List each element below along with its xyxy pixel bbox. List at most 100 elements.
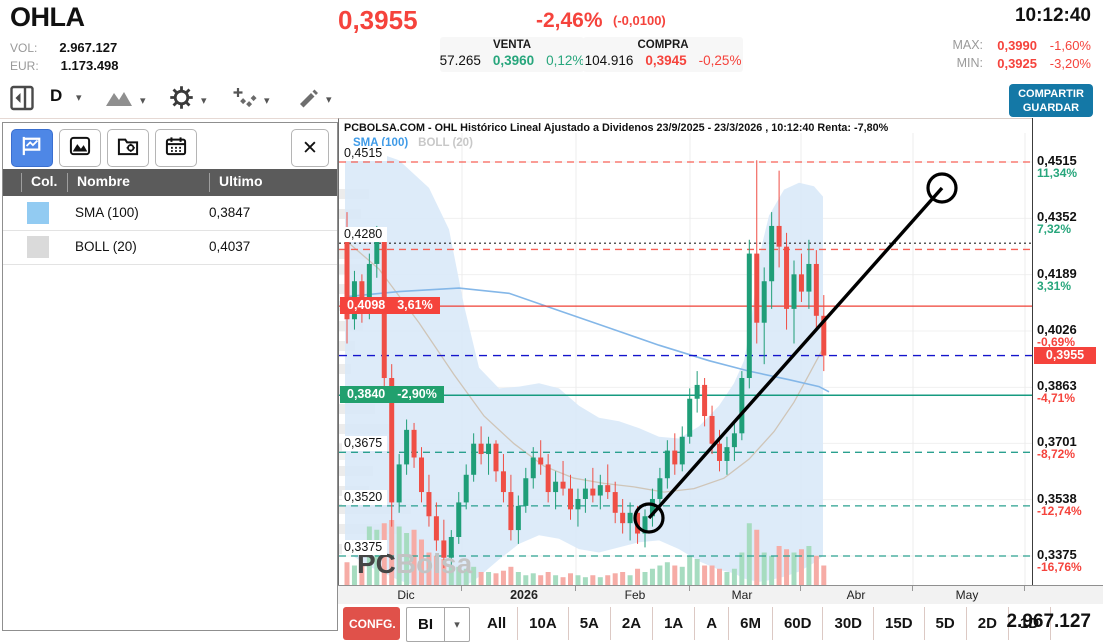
range-button-1d[interactable]: 1D bbox=[1007, 607, 1052, 640]
settings-button[interactable]: ▾ bbox=[168, 84, 207, 116]
range-button-a[interactable]: A bbox=[694, 607, 728, 640]
gear-icon bbox=[168, 84, 195, 116]
month-label: Abr bbox=[846, 588, 866, 602]
timeframe-caret-icon[interactable]: ▾ bbox=[76, 92, 82, 104]
max-label: MAX: bbox=[952, 38, 983, 52]
vol-value: 2.967.127 bbox=[59, 40, 118, 55]
tab-indicators[interactable] bbox=[11, 129, 53, 167]
range-button-10a[interactable]: 10A bbox=[517, 607, 568, 640]
last-price: 0,3955 bbox=[338, 5, 418, 35]
chart-type-button[interactable]: ▾ bbox=[104, 88, 146, 113]
column-header-color: Col. bbox=[21, 173, 57, 192]
axis-tick bbox=[575, 586, 576, 591]
share-save-button[interactable]: COMPARTIR GUARDAR bbox=[1009, 84, 1093, 117]
range-button-30d[interactable]: 30D bbox=[822, 607, 873, 640]
right-axis-tick: 0,3538 -12,74% bbox=[1037, 490, 1082, 518]
bid-size: 104.916 bbox=[584, 53, 634, 68]
right-axis-tick: 0,3863 -4,71% bbox=[1037, 378, 1077, 406]
pencil-icon bbox=[296, 86, 320, 113]
min-label: MIN: bbox=[956, 56, 983, 70]
chart-type-caret-icon[interactable]: ▾ bbox=[140, 95, 146, 107]
indicator-last-value: 0,4037 bbox=[209, 239, 251, 254]
ticker-symbol: OHLA bbox=[10, 2, 85, 32]
config-button[interactable]: CONFG. bbox=[343, 607, 400, 640]
price-axis[interactable]: 0,4515 11,34% 0,4352 7,32% 0,4189 3,31% 0,4026… bbox=[1032, 118, 1103, 585]
add-indicator-icon bbox=[232, 87, 258, 114]
interval-value: BI bbox=[407, 608, 445, 641]
range-button-60d[interactable]: 60D bbox=[771, 607, 823, 640]
change-absolute: (-0,0100) bbox=[613, 13, 666, 28]
indicator-color-swatch[interactable] bbox=[27, 202, 49, 224]
save-label: GUARDAR bbox=[1022, 101, 1080, 114]
bid-box: COMPRA 104.916 0,3945 -0,25% bbox=[583, 37, 743, 72]
axis-tick bbox=[461, 586, 462, 591]
month-label: Dic bbox=[397, 588, 415, 602]
draw-caret-icon[interactable]: ▾ bbox=[326, 94, 332, 106]
right-axis-tick: 0,3375 -16,76% bbox=[1037, 547, 1082, 574]
time-axis[interactable]: Dic 2026 Feb Mar Abr May bbox=[338, 585, 1103, 604]
settings-caret-icon[interactable]: ▾ bbox=[201, 94, 207, 107]
add-indicator-button[interactable]: ▾ bbox=[232, 87, 270, 114]
eur-label: EUR: bbox=[10, 59, 39, 73]
bid-percent: -0,25% bbox=[698, 53, 742, 68]
clock: 10:12:40 bbox=[1014, 5, 1091, 26]
column-header-name: Nombre bbox=[67, 173, 130, 192]
add-indicator-caret-icon[interactable]: ▾ bbox=[264, 95, 270, 107]
vol-label: VOL: bbox=[10, 41, 38, 55]
collapse-panel-button[interactable] bbox=[10, 85, 34, 116]
range-button-1a[interactable]: 1A bbox=[652, 607, 694, 640]
range-button-5a[interactable]: 5A bbox=[567, 607, 610, 640]
price-change: -2,46% (-0,0100) bbox=[536, 9, 666, 33]
close-panel-button[interactable]: ✕ bbox=[291, 129, 329, 167]
indicator-row[interactable]: BOLL (20) 0,4037 bbox=[3, 230, 337, 265]
column-header-last: Ultimo bbox=[209, 173, 263, 192]
month-label: Mar bbox=[731, 588, 753, 602]
timeframe-button[interactable]: D bbox=[50, 86, 63, 105]
chart-type-icon bbox=[104, 88, 134, 113]
month-label: May bbox=[955, 588, 979, 602]
indicator-last-value: 0,3847 bbox=[209, 205, 251, 220]
min-percent: -3,20% bbox=[1049, 56, 1091, 71]
indicator-chart-icon bbox=[21, 136, 43, 161]
right-axis-tick: 0,4352 7,32% bbox=[1037, 209, 1077, 237]
chart-area[interactable]: PCBOLSA.COM - OHL Histórico Lineal Ajust… bbox=[338, 118, 1033, 593]
indicator-color-swatch[interactable] bbox=[27, 236, 49, 258]
range-button-6m[interactable]: 6M bbox=[728, 607, 772, 640]
ask-label: VENTA bbox=[492, 39, 532, 51]
range-buttons: All 10A 5A 2A 1A A 6M 60D 30D 15D 5D 2D 1D bbox=[476, 607, 1052, 640]
range-button-5d[interactable]: 5D bbox=[923, 607, 966, 640]
indicator-row[interactable]: SMA (100) 0,3847 bbox=[3, 196, 337, 231]
change-percent: -2,46% bbox=[536, 9, 603, 32]
range-button-15d[interactable]: 15D bbox=[873, 607, 924, 640]
right-axis-tick: 0,4515 11,34% bbox=[1037, 153, 1078, 180]
volume-row: VOL: 2.967.127 bbox=[10, 40, 117, 55]
indicators-panel: ✕ Col. Nombre Ultimo SMA (100) 0,3847 BOLL… bbox=[2, 122, 338, 631]
tab-calendar[interactable] bbox=[155, 129, 197, 167]
range-button-2d[interactable]: 2D bbox=[965, 607, 1008, 640]
price-chart[interactable] bbox=[339, 119, 1033, 593]
max-price: 0,3990 bbox=[997, 38, 1037, 53]
ask-size: 57.265 bbox=[439, 53, 481, 68]
share-label: COMPARTIR bbox=[1018, 87, 1084, 100]
calendar-icon bbox=[165, 136, 187, 161]
max-min-block: MAX: 0,3990 -1,60% MIN: 0,3925 -3,20% bbox=[947, 38, 1091, 71]
interval-dropdown[interactable]: BI ▾ bbox=[406, 607, 470, 642]
range-button-2a[interactable]: 2A bbox=[609, 607, 652, 640]
indicator-table-header: Col. Nombre Ultimo bbox=[3, 169, 337, 196]
close-icon: ✕ bbox=[302, 137, 318, 159]
current-price-badge: 0,3955 bbox=[1034, 346, 1096, 364]
right-axis-tick: 0,4026 -0,69% bbox=[1037, 322, 1077, 349]
tab-folder-settings[interactable] bbox=[107, 129, 149, 167]
axis-tick bbox=[912, 586, 913, 591]
eur-row: EUR: 1.173.498 bbox=[10, 58, 119, 73]
month-label: 2026 bbox=[510, 588, 538, 602]
axis-tick bbox=[1024, 586, 1025, 591]
folder-gear-icon bbox=[117, 136, 139, 161]
tab-chart-style[interactable] bbox=[59, 129, 101, 167]
session-volume: 2.967.127 bbox=[1006, 611, 1091, 632]
range-button-all[interactable]: All bbox=[476, 607, 517, 640]
draw-button[interactable]: ▾ bbox=[296, 86, 332, 113]
right-axis-tick: 0,4189 3,31% bbox=[1037, 265, 1077, 293]
min-price: 0,3925 bbox=[997, 56, 1037, 71]
ask-price: 0,3960 bbox=[492, 53, 535, 68]
